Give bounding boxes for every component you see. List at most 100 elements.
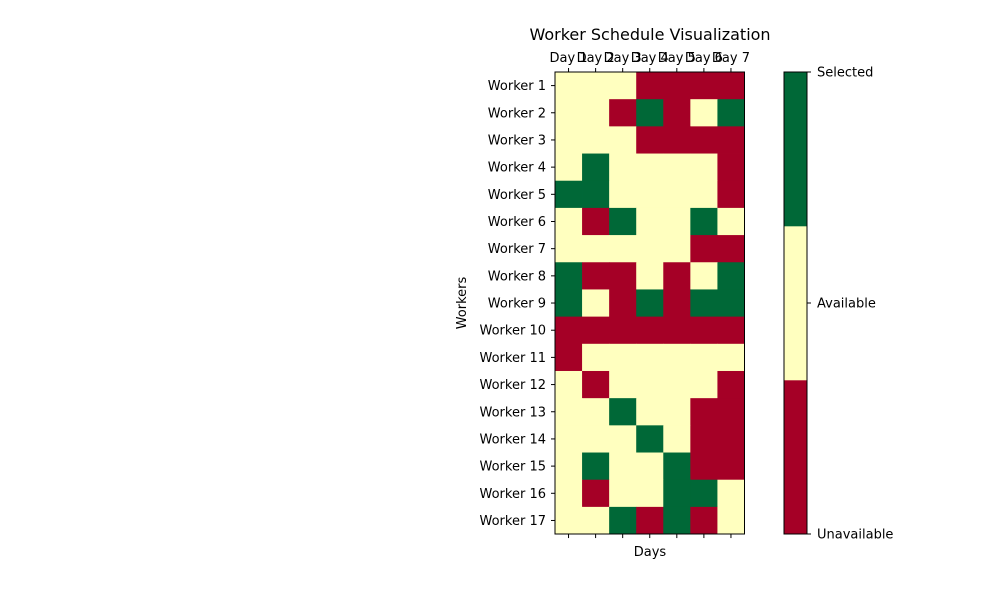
heatmap-cell [717, 425, 745, 453]
heatmap-cell [555, 316, 583, 345]
x-tick-label: Day 6 [685, 51, 723, 66]
heatmap-cell [555, 235, 583, 263]
heatmap-cell [663, 207, 691, 236]
heatmap-cell [582, 316, 610, 345]
y-tick-label: Worker 5 [488, 188, 546, 203]
heatmap-cell [636, 452, 664, 481]
heatmap-cell [582, 126, 610, 154]
heatmap-cell [717, 343, 745, 372]
heatmap-cell [555, 398, 583, 426]
heatmap-cell [636, 207, 664, 236]
heatmap-cell [690, 262, 718, 290]
heatmap-cell [555, 506, 583, 535]
heatmap-cell [717, 506, 745, 535]
heatmap-cell [663, 452, 691, 481]
y-tick-label: Worker 3 [488, 133, 546, 148]
colorbar-tick-label: Available [817, 297, 876, 312]
heatmap-cell [582, 506, 610, 535]
heatmap-cell [717, 126, 745, 154]
heatmap-cell [636, 126, 664, 154]
heatmap-cell [555, 370, 583, 399]
heatmap-cell [717, 316, 745, 345]
y-tick-label: Worker 8 [488, 269, 546, 284]
heatmap-cell [636, 343, 664, 372]
heatmap-cell [636, 479, 664, 508]
heatmap-cell [690, 72, 718, 100]
x-axis-label: Days [634, 545, 667, 560]
x-tick-label: Day 3 [604, 51, 642, 66]
heatmap-cell [663, 398, 691, 426]
heatmap-cell [609, 370, 637, 399]
colorbar-tick-label: Unavailable [817, 528, 893, 543]
heatmap-cell [636, 425, 664, 453]
colorbar-segment [784, 380, 807, 535]
heatmap-cell [555, 289, 583, 318]
heatmap-cell [555, 126, 583, 154]
y-axis-label: Workers [455, 276, 470, 329]
heatmap-cell [690, 343, 718, 372]
heatmap-cell [609, 180, 637, 209]
y-tick-label: Worker 4 [488, 161, 546, 176]
y-tick-label: Worker 12 [480, 378, 546, 393]
heatmap-cell [717, 452, 745, 481]
heatmap-cell [663, 370, 691, 399]
heatmap-cell [582, 398, 610, 426]
heatmap-cell [690, 289, 718, 318]
heatmap-cell [582, 370, 610, 399]
heatmap-cell [636, 506, 664, 535]
heatmap-cell [663, 506, 691, 535]
y-tick-label: Worker 6 [488, 215, 546, 230]
heatmap-cell [555, 262, 583, 290]
y-tick-label: Worker 9 [488, 297, 546, 312]
heatmap-cell [690, 398, 718, 426]
x-tick-label: Day 4 [631, 51, 669, 66]
colorbar-legend: Unavailable Available Selected [783, 66, 893, 543]
heatmap-cell [663, 72, 691, 100]
x-tick-label: Day 1 [549, 51, 587, 66]
heatmap-cell [609, 452, 637, 481]
x-tick-label: Day 7 [712, 51, 750, 66]
heatmap-cell [717, 207, 745, 236]
heatmap-cell [717, 235, 745, 263]
heatmap-cell [582, 479, 610, 508]
heatmap-cell [555, 479, 583, 508]
heatmap-cell [690, 452, 718, 481]
heatmap-cell [609, 262, 637, 290]
heatmap-cell [636, 370, 664, 399]
heatmap-cell [609, 126, 637, 154]
heatmap-cell [609, 235, 637, 263]
heatmap-cell [690, 506, 718, 535]
heatmap-cell [717, 99, 745, 127]
heatmap-cell [663, 235, 691, 263]
heatmap-cell [690, 207, 718, 236]
y-tick-label: Worker 10 [480, 324, 546, 339]
heatmap-cell [609, 153, 637, 182]
y-tick-label: Worker 15 [480, 460, 546, 475]
heatmap-cell [717, 479, 745, 508]
heatmap-cell [609, 289, 637, 318]
heatmap-cell [582, 207, 610, 236]
heatmap-cell [582, 289, 610, 318]
heatmap-cell [582, 235, 610, 263]
heatmap-cell [636, 180, 664, 209]
heatmap-cell [555, 153, 583, 182]
y-tick-label: Worker 2 [488, 106, 546, 121]
heatmap-cell [636, 262, 664, 290]
chart-title: Worker Schedule Visualization [529, 25, 770, 44]
heatmap-cell [663, 343, 691, 372]
x-tick-label: Day 2 [577, 51, 615, 66]
heatmap-cell [636, 398, 664, 426]
heatmap-cell [663, 153, 691, 182]
heatmap-cell [663, 289, 691, 318]
heatmap-cell [555, 452, 583, 481]
heatmap-cell [717, 262, 745, 290]
y-tick-label: Worker 14 [480, 432, 546, 447]
heatmap-cell [717, 289, 745, 318]
heatmap-cell [663, 425, 691, 453]
heatmap-cell [609, 425, 637, 453]
heatmap-cell [636, 289, 664, 318]
heatmap-cell [663, 99, 691, 127]
heatmap-cell [717, 72, 745, 100]
y-axis-ticks: Worker 1 Worker 2 Worker 3 Worker 4 Worker 5… [480, 79, 555, 529]
